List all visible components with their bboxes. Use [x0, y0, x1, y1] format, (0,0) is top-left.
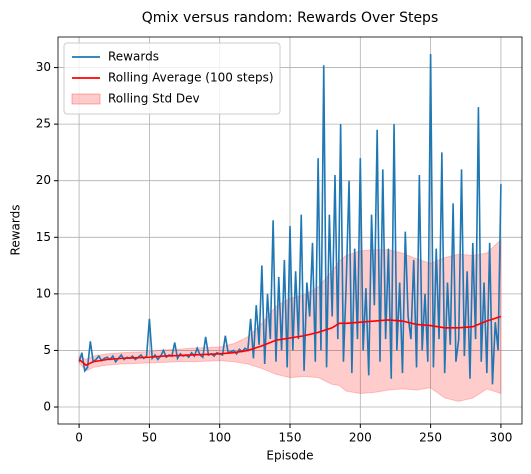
y-tick-label: 30: [36, 60, 51, 74]
y-tick-label: 10: [36, 286, 51, 300]
y-tick-label: 20: [36, 173, 51, 187]
data-line: [78, 53, 502, 385]
y-tick-label: 15: [36, 230, 51, 244]
plot-frame: [57, 36, 523, 425]
y-tick-label: 0: [43, 400, 51, 414]
legend-label: Rolling Average (100 steps): [108, 71, 274, 85]
data-line: [78, 315, 502, 367]
legend-label: Rolling Std Dev: [108, 92, 200, 106]
x-tick-label: 300: [489, 431, 512, 445]
y-tick-label: 5: [43, 343, 51, 357]
x-tick-label: 100: [208, 431, 231, 445]
x-tick-label: 50: [142, 431, 157, 445]
x-axis-label: Episode: [266, 449, 313, 463]
x-tick-label: 250: [419, 431, 442, 445]
legend-box: [63, 42, 281, 115]
x-tick-label: 200: [349, 431, 372, 445]
y-axis-label: Rewards: [9, 205, 23, 256]
x-tick-label: 0: [75, 431, 83, 445]
legend-label: Rewards: [108, 50, 159, 64]
x-tick-label: 150: [279, 431, 302, 445]
y-tick-label: 25: [36, 117, 51, 131]
legend-swatch: [71, 93, 101, 105]
chart-title: Qmix versus random: Rewards Over Steps: [142, 10, 439, 26]
